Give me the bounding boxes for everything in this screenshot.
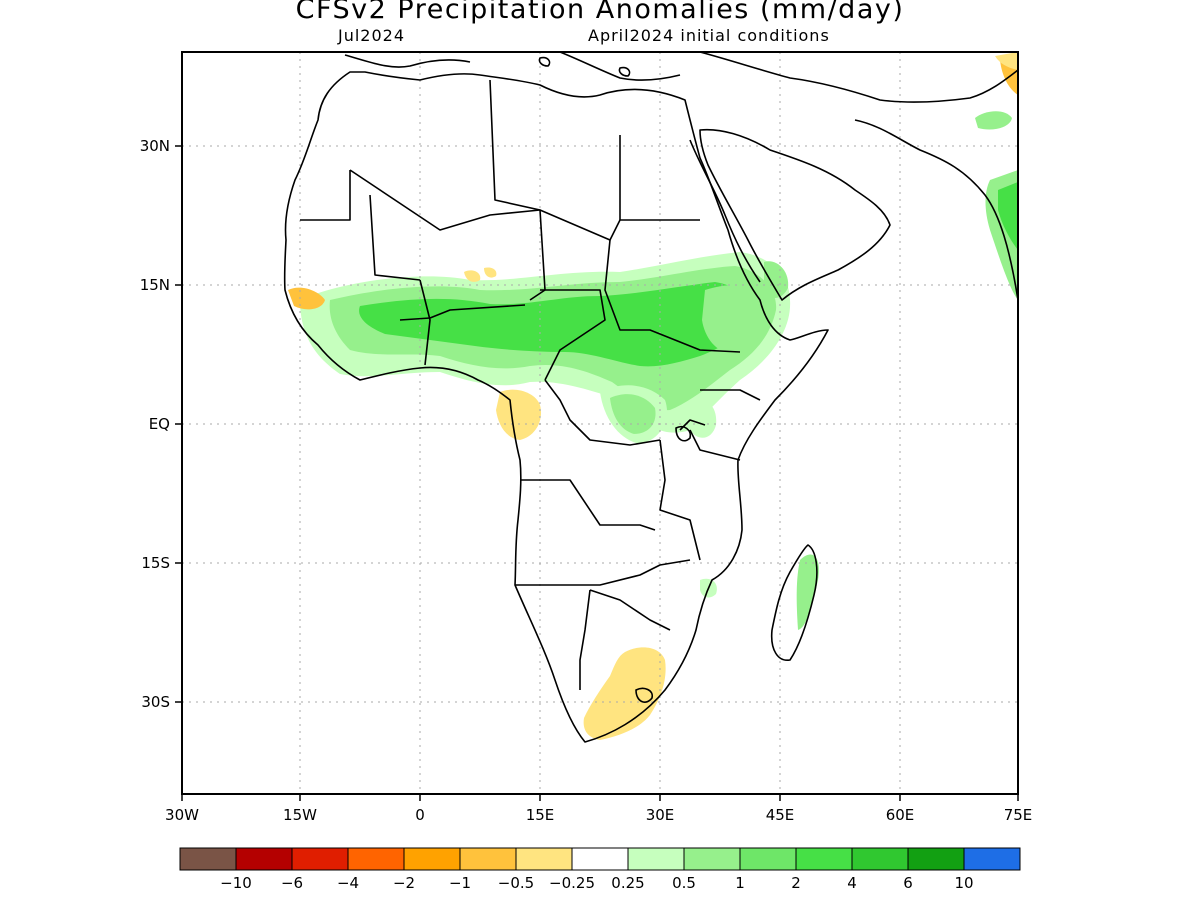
colorbar-swatch — [851, 847, 909, 871]
lon-label-15e: 15E — [526, 806, 555, 824]
colorbar-swatch — [515, 847, 573, 871]
sahel-wet-strong — [359, 282, 749, 367]
colorbar-label: −0.5 — [498, 874, 534, 892]
colorbar-swatch — [739, 847, 797, 871]
colorbar-label: 0.25 — [611, 874, 644, 892]
colorbar-swatch — [291, 847, 349, 871]
colorbar: −10 −6 −4 −2 −1 −0.5 −0.25 0.25 0.5 1 2 4 6 10 — [179, 847, 1021, 892]
plot-frame — [181, 51, 1019, 795]
lat-label-15n: 15N — [140, 276, 170, 294]
colorbar-swatch — [403, 847, 461, 871]
colorbar-label: −0.25 — [549, 874, 595, 892]
colorbar-swatch — [795, 847, 853, 871]
colorbar-label: 2 — [791, 874, 801, 892]
southern-africa-dry — [583, 647, 666, 740]
lon-label-30e: 30E — [646, 806, 675, 824]
colorbar-label: −2 — [393, 874, 415, 892]
colorbar-label: −4 — [337, 874, 359, 892]
lon-label-15w: 15W — [283, 806, 317, 824]
lon-label-60e: 60E — [886, 806, 915, 824]
senegal-dry — [288, 287, 325, 310]
grid-lines — [182, 52, 1018, 794]
anomaly-shading — [288, 52, 1018, 740]
colorbar-swatch — [571, 847, 629, 871]
colorbar-swatch — [627, 847, 685, 871]
lat-label-30n: 30N — [140, 137, 170, 155]
colorbar-label: −1 — [449, 874, 471, 892]
colorbar-swatch — [347, 847, 405, 871]
gabon-dry — [496, 389, 542, 440]
colorbar-label: 6 — [903, 874, 913, 892]
colorbar-swatch — [907, 847, 965, 871]
map-title: CFSv2 Precipitation Anomalies (mm/day) — [295, 0, 905, 25]
colorbar-label: 1 — [735, 874, 745, 892]
colorbar-swatch — [683, 847, 741, 871]
tick-marks — [175, 145, 1019, 801]
lon-label-0: 0 — [415, 806, 425, 824]
lat-label-15s: 15S — [141, 554, 170, 572]
colorbar-label: −6 — [281, 874, 303, 892]
colorbar-label: −10 — [220, 874, 252, 892]
colorbar-label: 10 — [954, 874, 973, 892]
colorbar-swatch — [459, 847, 517, 871]
lon-label-75e: 75E — [1004, 806, 1033, 824]
colorbar-swatch — [963, 847, 1021, 871]
ethiopia-wet — [702, 284, 772, 354]
lon-label-45e: 45E — [766, 806, 795, 824]
lon-label-30w: 30W — [165, 806, 199, 824]
month-label: Jul2024 — [338, 26, 406, 45]
colorbar-swatch — [235, 847, 293, 871]
colorbar-label: 4 — [847, 874, 857, 892]
initial-conditions-label: April2024 initial conditions — [588, 26, 830, 45]
colorbar-swatch — [179, 847, 237, 871]
lat-label-30s: 30S — [141, 693, 170, 711]
colorbar-label: 0.5 — [672, 874, 696, 892]
lat-label-eq: EQ — [149, 415, 170, 433]
coastlines — [283, 52, 1018, 743]
